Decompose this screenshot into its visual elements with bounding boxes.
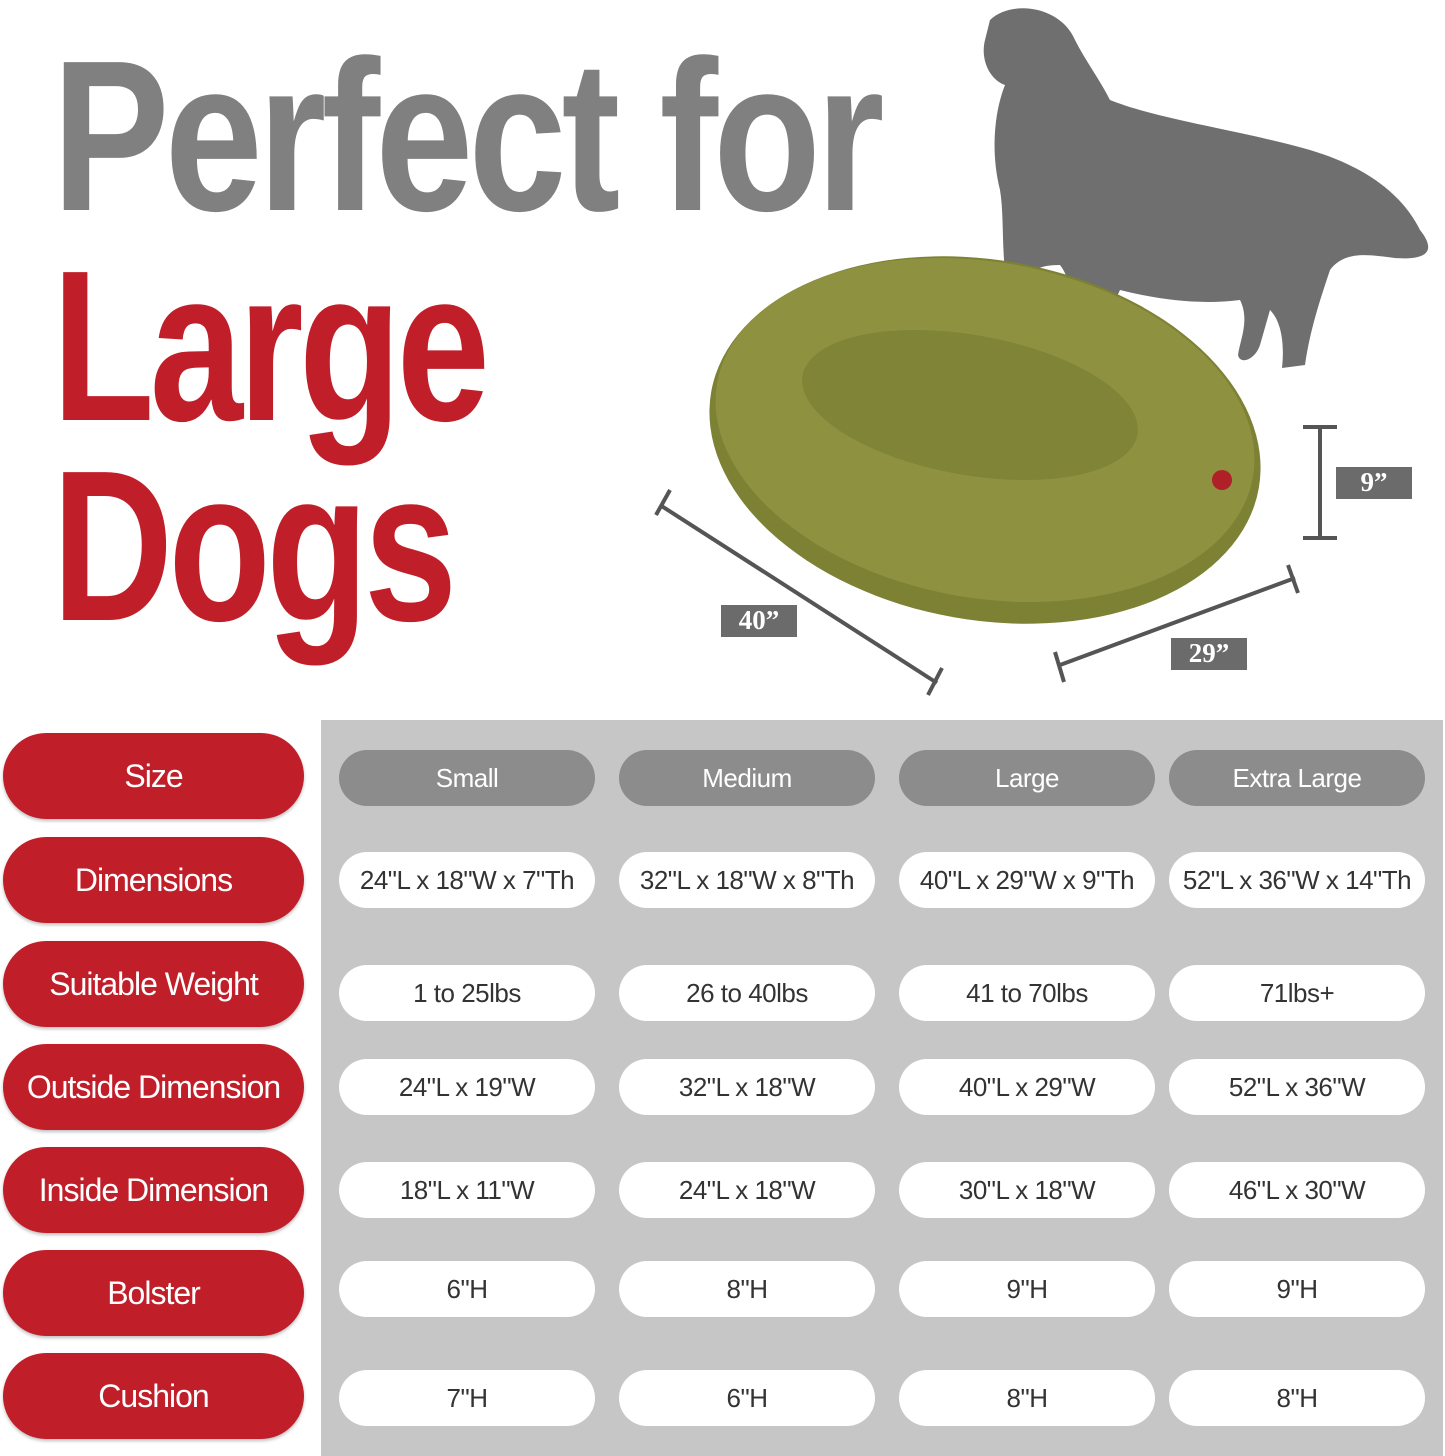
column-header: Small	[339, 750, 595, 806]
table-cell: 9"H	[1169, 1261, 1425, 1317]
table-cell: 8"H	[899, 1370, 1155, 1426]
column-header: Medium	[619, 750, 875, 806]
table-cell: 32"L x 18"W	[619, 1059, 875, 1115]
table-cell: 46"L x 30"W	[1169, 1162, 1425, 1218]
width-label: 29”	[1171, 638, 1247, 670]
length-label: 40”	[721, 605, 797, 637]
table-cell: 8"H	[619, 1261, 875, 1317]
table-cell: 24"L x 18"W x 7"Th	[339, 852, 595, 908]
table-cell: 9"H	[899, 1261, 1155, 1317]
dog-silhouette	[983, 8, 1429, 368]
length-dimension-line	[658, 503, 939, 685]
width-dimension-line	[1059, 576, 1296, 667]
table-cell: 40"L x 29"W	[899, 1059, 1155, 1115]
row-label: Outside Dimension	[3, 1044, 304, 1130]
table-cell: 24"L x 18"W	[619, 1162, 875, 1218]
headline-line-3: Dogs	[52, 425, 457, 666]
row-label: Cushion	[3, 1353, 304, 1439]
table-cell: 52"L x 36"W x 14"Th	[1169, 852, 1425, 908]
table-cell: 7"H	[339, 1370, 595, 1426]
table-cell: 24"L x 19"W	[339, 1059, 595, 1115]
row-label: Inside Dimension	[3, 1147, 304, 1233]
height-label: 9”	[1336, 467, 1412, 499]
donut-bed	[709, 256, 1261, 624]
table-cell: 18"L x 11"W	[339, 1162, 595, 1218]
row-label: Bolster	[3, 1250, 304, 1336]
table-cell: 6"H	[339, 1261, 595, 1317]
column-header: Extra Large	[1169, 750, 1425, 806]
row-label: Suitable Weight	[3, 941, 304, 1027]
table-cell: 41 to 70lbs	[899, 965, 1155, 1021]
table-cell: 8"H	[1169, 1370, 1425, 1426]
table-cell: 71lbs+	[1169, 965, 1425, 1021]
table-cell: 26 to 40lbs	[619, 965, 875, 1021]
headline-line-1: Perfect for	[52, 15, 885, 256]
headline-line-2: Large	[52, 225, 490, 466]
brand-logo-icon	[1212, 470, 1232, 490]
table-cell: 32"L x 18"W x 8"Th	[619, 852, 875, 908]
row-label: Size	[3, 733, 304, 819]
table-cell: 30"L x 18"W	[899, 1162, 1155, 1218]
table-cell: 6"H	[619, 1370, 875, 1426]
table-cell: 1 to 25lbs	[339, 965, 595, 1021]
row-label: Dimensions	[3, 837, 304, 923]
table-cell: 40"L x 29"W x 9"Th	[899, 852, 1155, 908]
table-cell: 52"L x 36"W	[1169, 1059, 1425, 1115]
product-illustration	[654, 8, 1429, 696]
column-header: Large	[899, 750, 1155, 806]
